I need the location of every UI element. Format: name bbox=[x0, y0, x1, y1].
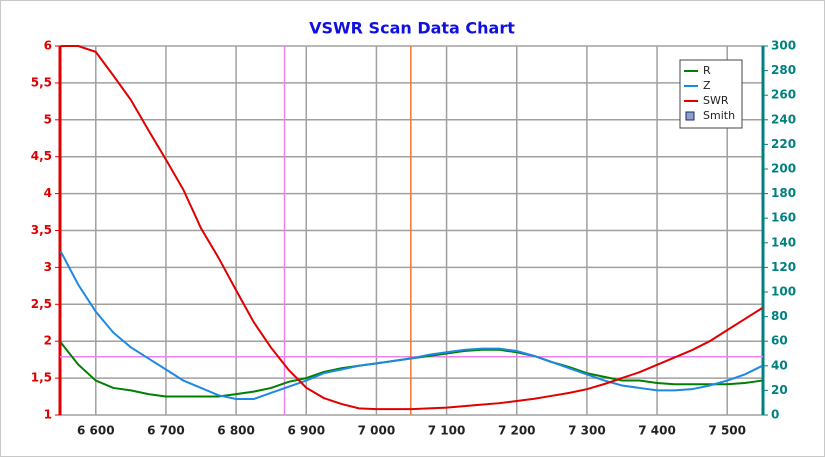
series-line bbox=[59, 250, 763, 401]
y2-tick-label: 300 bbox=[771, 39, 796, 53]
y2-tick-label: 240 bbox=[771, 112, 796, 126]
legend-label: R bbox=[703, 64, 711, 77]
y-tick-label: 3 bbox=[44, 260, 52, 274]
y-tick-label: 5 bbox=[44, 112, 52, 126]
y-tick-label: 3,5 bbox=[31, 223, 52, 237]
y2-tick-label: 160 bbox=[771, 211, 796, 225]
y-tick-label: 2,5 bbox=[31, 297, 52, 311]
y2-tick-label: 260 bbox=[771, 88, 796, 102]
x-tick-label: 7 300 bbox=[568, 424, 606, 438]
y-tick-label: 1,5 bbox=[31, 371, 52, 385]
y2-tick-label: 0 bbox=[771, 408, 779, 422]
y2-tick-label: 220 bbox=[771, 137, 796, 151]
y2-tick-label: 140 bbox=[771, 235, 796, 249]
series-line bbox=[60, 45, 763, 411]
x-tick-label: 7 200 bbox=[498, 424, 536, 438]
y-tick-label: 4 bbox=[44, 186, 52, 200]
x-tick-label: 7 000 bbox=[358, 424, 396, 438]
x-tick-label: 6 900 bbox=[287, 424, 325, 438]
y-tick-label: 5,5 bbox=[31, 75, 52, 89]
y2-tick-label: 80 bbox=[771, 309, 788, 323]
x-tick-label: 6 700 bbox=[147, 424, 185, 438]
x-tick-label: 6 600 bbox=[77, 424, 115, 438]
chart-title: VSWR Scan Data Chart bbox=[309, 19, 515, 38]
y2-tick-label: 180 bbox=[771, 186, 796, 200]
legend-label: Smith bbox=[703, 109, 735, 122]
y2-tick-label: 280 bbox=[771, 63, 796, 77]
x-tick-label: 7 500 bbox=[708, 424, 746, 438]
x-tick-label: 6 800 bbox=[217, 424, 255, 438]
y-tick-label: 1 bbox=[44, 408, 52, 422]
x-tick-label: 7 100 bbox=[428, 424, 466, 438]
legend-label: SWR bbox=[703, 94, 729, 107]
y2-tick-label: 200 bbox=[771, 162, 796, 176]
y2-tick-label: 20 bbox=[771, 383, 788, 397]
y-tick-label: 4,5 bbox=[31, 149, 52, 163]
y2-tick-label: 100 bbox=[771, 285, 796, 299]
y-tick-label: 2 bbox=[44, 334, 52, 348]
legend-label: Z bbox=[703, 79, 711, 92]
y2-tick-label: 120 bbox=[771, 260, 796, 274]
legend-swatch bbox=[685, 111, 695, 121]
y2-tick-label: 40 bbox=[771, 358, 788, 372]
y2-tick-label: 60 bbox=[771, 334, 788, 348]
legend: RZ SWR Smith bbox=[679, 59, 743, 129]
y-tick-label: 6 bbox=[44, 39, 52, 53]
x-tick-label: 7 400 bbox=[638, 424, 676, 438]
